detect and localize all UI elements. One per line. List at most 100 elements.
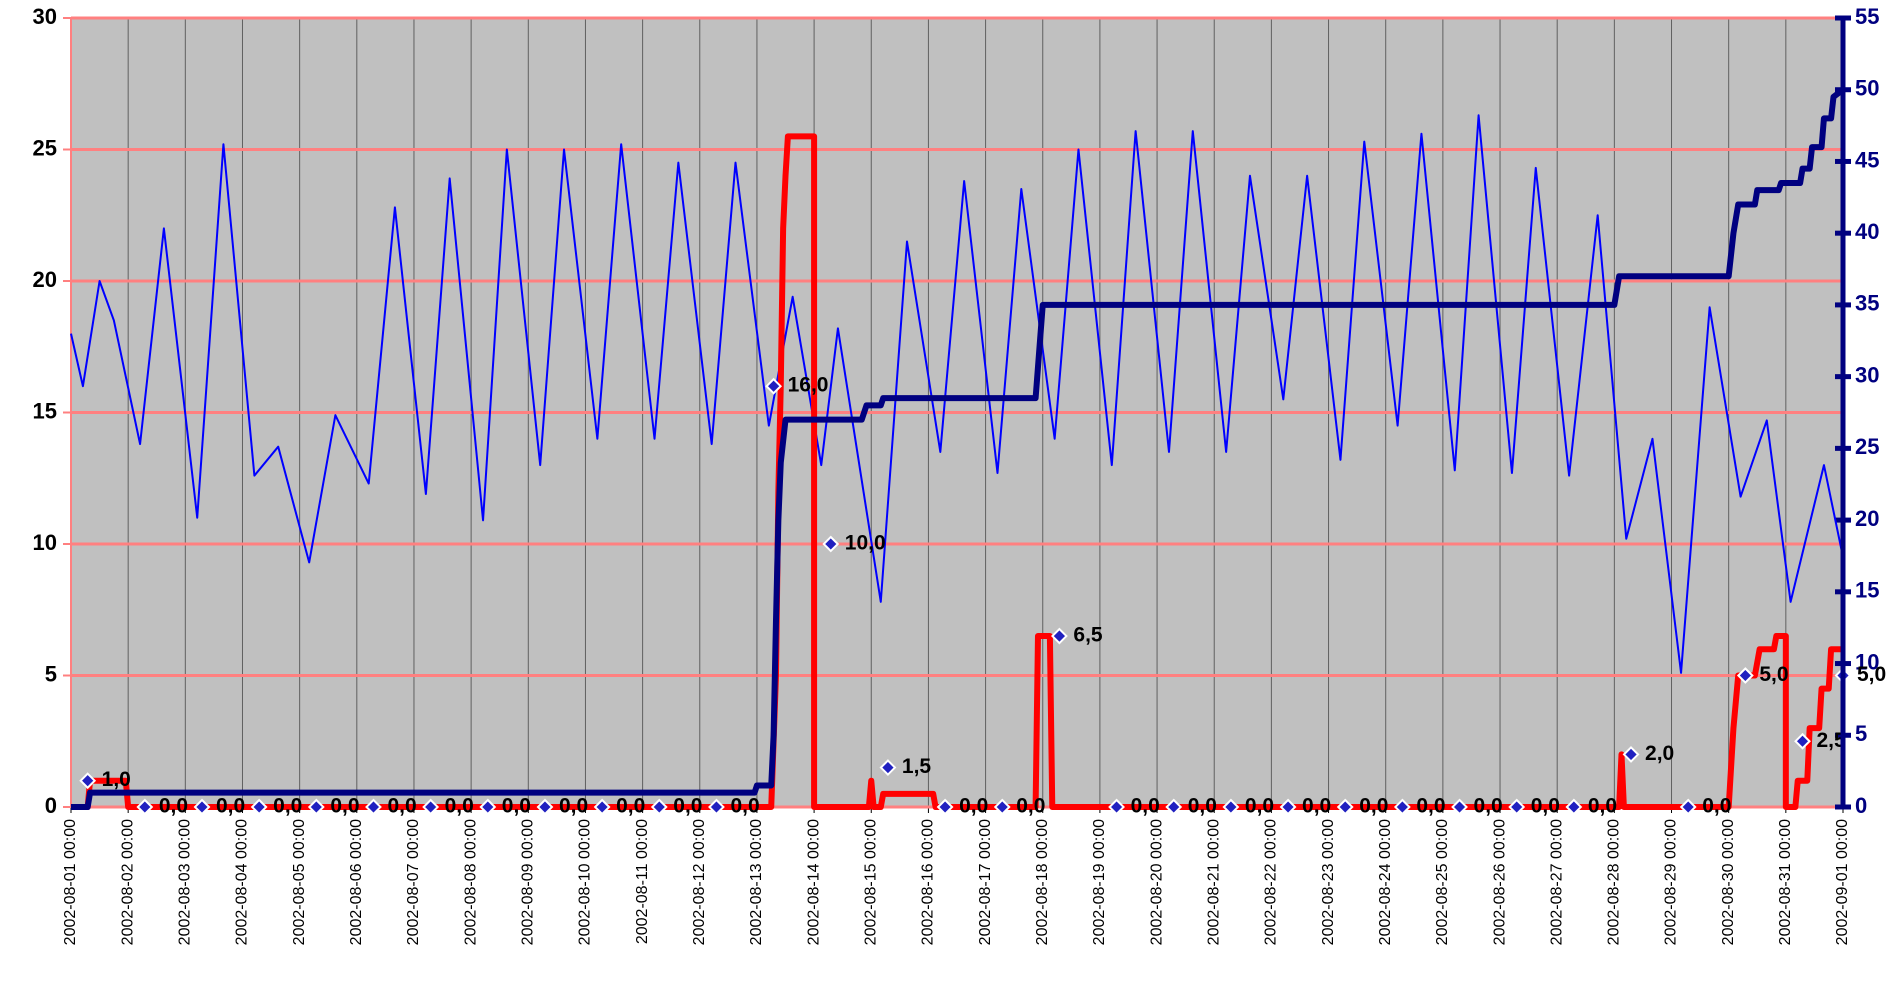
marker: [79, 772, 97, 790]
x-tick-label: 2002-08-20 00:00: [1148, 819, 1165, 945]
y2-tick-label: 35: [1855, 291, 1879, 316]
x-tick-label: 2002-08-14 00:00: [805, 819, 822, 945]
data-label: 1,0: [102, 768, 131, 791]
y2-tick-label: 55: [1855, 4, 1879, 29]
marker: [765, 377, 783, 395]
marker: [1393, 798, 1411, 816]
marker: [1622, 745, 1640, 763]
y2-tick-label: 5: [1855, 721, 1867, 746]
x-tick-label: 2002-08-16 00:00: [920, 819, 937, 945]
data-label: 0,0: [1416, 795, 1445, 818]
x-tick-label: 2002-08-12 00:00: [691, 819, 708, 945]
x-tick-label: 2002-08-03 00:00: [177, 819, 194, 945]
data-label: 0,0: [1016, 795, 1045, 818]
data-label: 6,5: [1073, 624, 1103, 647]
x-tick-label: 2002-08-30 00:00: [1720, 819, 1737, 945]
x-tick-label: 2002-08-22 00:00: [1263, 819, 1280, 945]
series-line: [70, 114, 1844, 674]
data-label: 0,0: [445, 795, 474, 818]
y2-tick-label: 45: [1855, 147, 1879, 172]
x-tick-label: 2002-08-24 00:00: [1377, 819, 1394, 945]
marker: [307, 798, 325, 816]
data-label: 2,0: [1645, 742, 1674, 765]
x-tick-label: 2002-08-13 00:00: [748, 819, 765, 945]
y2-tick-label: 20: [1855, 506, 1879, 531]
data-label: 0,0: [273, 795, 302, 818]
x-tick-label: 2002-08-04 00:00: [234, 819, 251, 945]
x-tick-label: 2002-08-11 00:00: [634, 819, 651, 944]
marker: [650, 798, 668, 816]
x-tick-label: 2002-08-25 00:00: [1434, 819, 1451, 945]
marker: [1222, 798, 1240, 816]
data-label: 0,0: [959, 795, 988, 818]
y-tick-label: 5: [45, 661, 57, 686]
data-label: 0,0: [1131, 795, 1160, 818]
x-tick-label: 2002-08-19 00:00: [1091, 819, 1108, 945]
marker: [593, 798, 611, 816]
marker: [1050, 627, 1068, 645]
y-tick-label: 20: [33, 267, 57, 292]
data-label: 0,0: [1245, 795, 1274, 818]
y-tick-label: 25: [33, 135, 57, 160]
x-tick-label: 2002-08-21 00:00: [1205, 819, 1222, 945]
data-label: 16,0: [788, 374, 829, 397]
y2-tick-label: 15: [1855, 578, 1879, 603]
data-label: 0,0: [1359, 795, 1388, 818]
marker: [1736, 667, 1754, 684]
marker: [1565, 798, 1583, 816]
marker: [936, 798, 954, 816]
data-label: 0,0: [159, 795, 188, 818]
y2-tick-label: 10: [1855, 649, 1879, 674]
data-label: 0,0: [1588, 795, 1617, 818]
x-tick-label: 2002-08-18 00:00: [1034, 819, 1051, 945]
data-label: 5,0: [1759, 663, 1788, 686]
marker: [1336, 798, 1354, 816]
marker: [1108, 798, 1125, 816]
x-tick-label: 2002-08-08 00:00: [462, 819, 479, 945]
x-tick-label: 2002-08-07 00:00: [405, 819, 422, 945]
x-tick-label: 2002-08-31 00:00: [1777, 819, 1794, 945]
x-tick-label: 2002-08-06 00:00: [348, 819, 365, 945]
data-label: 0,0: [673, 795, 702, 818]
marker: [879, 759, 897, 776]
y-tick-label: 30: [33, 4, 57, 29]
x-tick-label: 2002-08-27 00:00: [1548, 819, 1565, 945]
y-tick-label: 10: [33, 530, 57, 555]
marker: [365, 798, 382, 816]
x-tick-label: 2002-08-01 00:00: [62, 819, 79, 945]
x-tick-label: 2002-08-05 00:00: [291, 819, 308, 945]
data-label: 5,0: [1857, 663, 1886, 686]
marker: [1679, 798, 1697, 816]
x-tick-label: 2002-08-28 00:00: [1606, 819, 1623, 945]
marker: [993, 798, 1011, 816]
data-label: 0,0: [1702, 795, 1731, 818]
marker: [479, 798, 497, 816]
y2-tick-label: 30: [1855, 362, 1879, 387]
marker: [1451, 798, 1468, 816]
marker: [822, 535, 840, 553]
marker: [536, 798, 554, 816]
y2-tick-label: 0: [1855, 793, 1867, 818]
x-tick-label: 2002-08-02 00:00: [119, 819, 136, 945]
data-label: 0,0: [1188, 795, 1217, 818]
series-line: [71, 87, 1845, 810]
y2-tick-label: 40: [1855, 219, 1879, 244]
x-tick-label: 2002-08-23 00:00: [1320, 819, 1337, 945]
y-tick-label: 0: [45, 793, 57, 818]
data-label: 0,0: [730, 795, 759, 818]
x-tick-label: 2002-08-15 00:00: [862, 819, 879, 945]
data-label: 2,5: [1817, 729, 1847, 752]
marker: [193, 798, 211, 816]
marker: [1165, 798, 1183, 816]
data-label: 0,0: [559, 795, 588, 818]
data-label: 0,0: [1531, 795, 1560, 818]
series-line: [71, 133, 1843, 810]
x-tick-label: 2002-08-10 00:00: [577, 819, 594, 945]
data-label: 0,0: [616, 795, 645, 818]
data-label: 1,5: [902, 755, 932, 778]
marker: [250, 798, 268, 816]
marker: [1794, 732, 1811, 750]
data-label: 0,0: [502, 795, 531, 818]
